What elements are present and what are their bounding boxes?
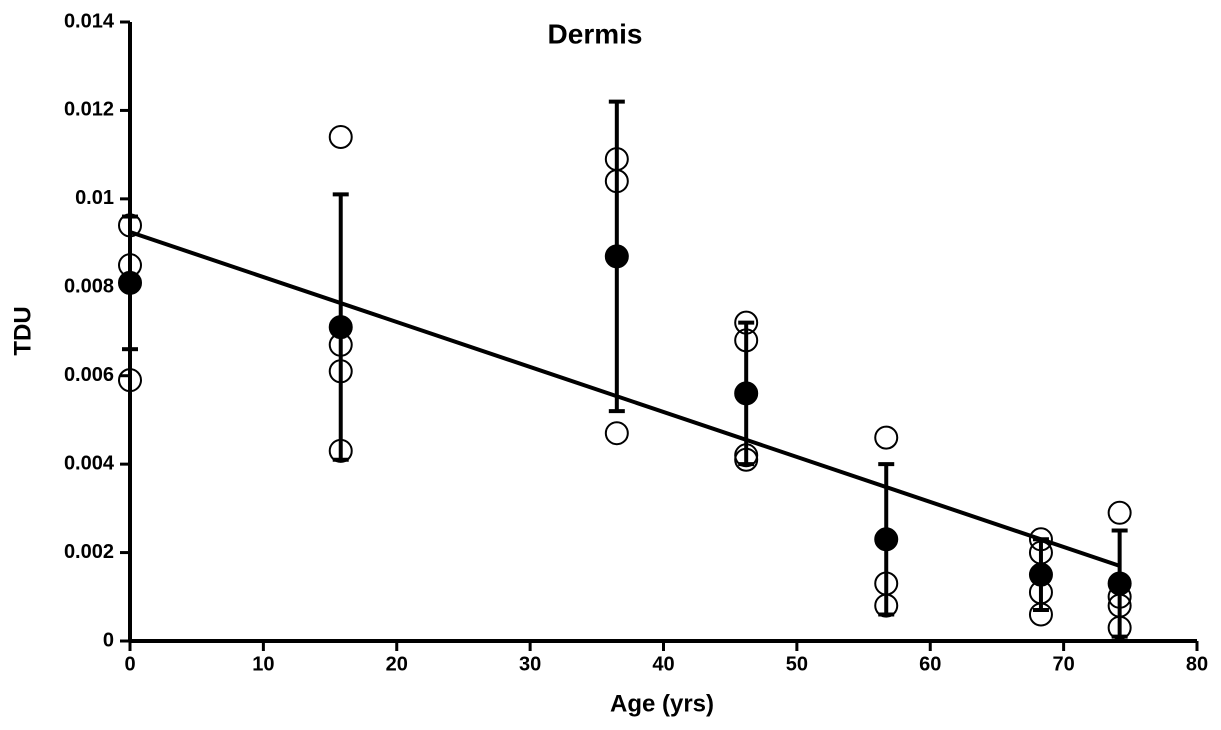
x-tick-label: 80 — [1186, 653, 1208, 675]
x-tick-label: 60 — [919, 653, 941, 675]
x-tick-label: 20 — [386, 653, 408, 675]
y-tick-label: 0.012 — [64, 99, 114, 121]
mean-point — [734, 381, 759, 406]
x-tick-label: 10 — [252, 653, 274, 675]
y-tick-label: 0.01 — [75, 187, 114, 209]
y-tick-label: 0 — [103, 629, 114, 651]
y-axis-label: TDU — [9, 306, 36, 355]
mean-point — [604, 244, 629, 269]
x-axis-label: Age (yrs) — [610, 690, 714, 717]
fit-line — [129, 230, 1121, 568]
x-tick-label: 70 — [1053, 653, 1075, 675]
sample-point — [118, 368, 142, 393]
sample-point — [874, 425, 899, 450]
y-tick-label: 0.002 — [64, 541, 114, 563]
sample-point — [1107, 500, 1132, 525]
y-tick-label: 0.004 — [64, 452, 115, 474]
mean-point — [118, 270, 142, 295]
mean-point — [874, 527, 899, 552]
sample-point — [604, 421, 629, 446]
y-tick-label: 0.008 — [64, 276, 114, 298]
mean-point — [1028, 562, 1053, 587]
x-tick-label: 40 — [652, 653, 674, 675]
mean-point — [1107, 571, 1132, 596]
x-tick-label: 0 — [124, 653, 135, 675]
sample-point — [328, 124, 353, 149]
y-tick-label: 0.014 — [64, 10, 115, 32]
y-tick-label: 0.006 — [64, 364, 114, 386]
mean-point — [328, 315, 353, 340]
x-tick-label: 50 — [786, 653, 808, 675]
x-tick-label: 30 — [519, 653, 541, 675]
chart-title: Dermis — [548, 18, 643, 49]
